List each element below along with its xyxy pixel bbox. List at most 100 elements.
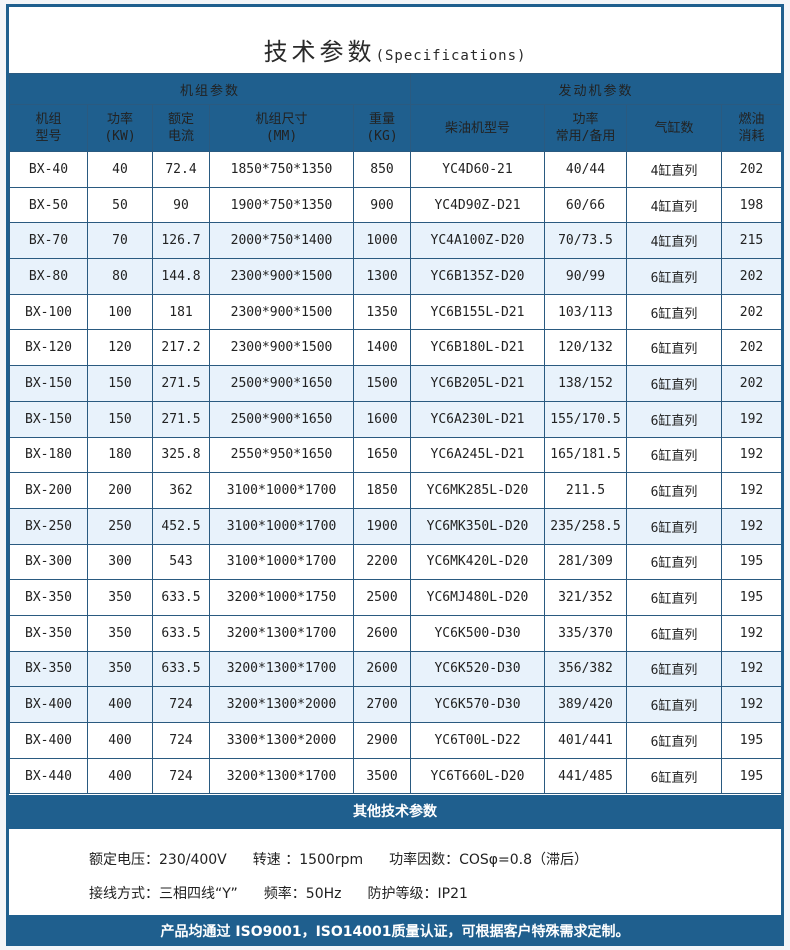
column-header-text: (KW) [104,129,136,144]
table-row: BX-150 150 271.5 2500*900*1650 1500 YC6B205L-… [9,365,781,402]
table-cell: 3200*1000*1750 [209,579,354,616]
table-cell: 6缸直列 [626,436,722,474]
table-cell: 1900*750*1350 [209,186,354,224]
column-header-text: 消耗 [738,129,765,144]
table-cell: 452.5 [152,507,210,545]
table-cell: 2300*900*1500 [209,329,354,367]
table-cell: 215 [720,222,781,260]
table-cell: BX-200 [9,472,88,509]
table-cell: 6缸直列 [626,650,722,688]
table-cell: 50 [87,186,153,224]
table-cell: 2600 [353,614,411,652]
table-cell: 70 [87,222,153,260]
column-header-text: 机组 [35,112,62,127]
table-cell: 3200*1300*1700 [209,614,354,652]
table-cell: 150 [87,400,153,438]
column-header: 气缸数 [626,104,722,152]
column-header-text: (MM) [265,129,298,144]
table-row: BX-200 200 362 3100*1000*1700 1850 YC6MK285L-… [9,472,781,509]
table-cell: YC6A230L-D21 [410,400,545,438]
table-cell: 195 [720,757,781,795]
table-cell: 40 [87,151,153,188]
table-cell: 6缸直列 [626,472,722,509]
table-cell: 2000*750*1400 [209,222,354,260]
table-cell: 202 [720,329,781,367]
column-header-text: 燃油 [738,112,765,127]
table-cell: 2500 [353,579,411,616]
other-params-line-2: 接线方式：三相四线“Y” 频率：50Hz 防护等级：IP21 [89,883,468,903]
table-cell: 6缸直列 [626,329,722,367]
table-cell: 3300*1300*2000 [209,722,354,759]
table-cell: YC4D90Z-D21 [410,186,545,224]
table-cell: 543 [152,543,210,581]
table-cell: BX-120 [9,329,88,367]
column-header-text: 功率 [106,112,133,127]
column-header: 功率 (KW) [87,104,153,152]
table-row: BX-250 250 452.5 3100*1000*1700 1900 YC6MK350… [9,507,781,545]
table-cell: 900 [353,186,411,224]
table-cell: 2500*900*1650 [209,400,354,438]
table-cell: 2300*900*1500 [209,258,354,295]
table-cell: YC6B180L-D21 [410,329,545,367]
other-params-title: 其他技术参数 [9,795,781,829]
column-header-text: 型号 [35,129,62,144]
table-cell: 3100*1000*1700 [209,543,354,581]
column-header-text: 机组尺寸 [255,112,308,127]
table-cell: YC4D60-21 [410,151,545,188]
table-cell: BX-350 [9,650,88,688]
table-cell: 6缸直列 [626,293,722,331]
spec-sheet: 技术参数(Specifications) 机组参数 发动机参数 机组 型号 功率 (K… [9,7,781,943]
table-cell: 401/441 [544,722,627,759]
table-cell: YC6T660L-D20 [410,757,545,795]
table-cell: 3200*1300*1700 [209,757,354,795]
table-row: BX-440 400 724 3200*1300*1700 3500 YC6T660L-D… [9,757,781,795]
table-cell: 1000 [353,222,411,260]
table-row: BX-70 70 126.7 2000*750*1400 1000 YC4A100Z-D2… [9,222,781,260]
table-cell: 1650 [353,436,411,474]
table-cell: 181 [152,293,210,331]
protection-grade: 防护等级：IP21 [367,886,468,902]
title-zh: 技术参数 [263,38,376,66]
table-cell: 155/170.5 [544,400,627,438]
table-cell: BX-350 [9,614,88,652]
table-cell: 192 [720,400,781,438]
table-cell: BX-100 [9,293,88,331]
column-header: 柴油机型号 [410,104,545,152]
table-cell: YC6MK285L-D20 [410,472,545,509]
table-cell: 2550*950*1650 [209,436,354,474]
table-cell: 2700 [353,686,411,723]
table-cell: YC6B155L-D21 [410,293,545,331]
table-cell: 180 [87,436,153,474]
table-cell: 1850 [353,472,411,509]
table-row: BX-100 100 181 2300*900*1500 1350 YC6B155L-D2… [9,293,781,331]
column-header: 机组 型号 [9,104,88,152]
column-header-text: 常用/备用 [555,129,616,144]
column-header-text: 重量 [368,112,395,127]
column-header-text: 柴油机型号 [444,120,510,136]
power-factor: 功率因数：COSφ=0.8（滞后） [389,852,589,868]
title-en: (Specifications) [375,48,527,64]
table-cell: 2900 [353,722,411,759]
table-cell: 3100*1000*1700 [209,472,354,509]
table-cell: BX-50 [9,186,88,224]
table-cell: 6缸直列 [626,579,722,616]
table-cell: 192 [720,614,781,652]
rated-voltage: 额定电压：230/400V [89,852,227,868]
table-cell: 3100*1000*1700 [209,507,354,545]
table-row: BX-180 180 325.8 2550*950*1650 1650 YC6A245L-… [9,436,781,474]
table-cell: BX-180 [9,436,88,474]
table-cell: 441/485 [544,757,627,795]
table-cell: 144.8 [152,258,210,295]
table-cell: 202 [720,258,781,295]
table-cell: 281/309 [544,543,627,581]
table-cell: BX-350 [9,579,88,616]
table-cell: YC6MJ480L-D20 [410,579,545,616]
table-cell: 195 [720,722,781,759]
table-cell: BX-40 [9,151,88,188]
table-cell: 350 [87,614,153,652]
table-cell: YC6K570-D30 [410,686,545,723]
table-row: BX-350 350 633.5 3200*1300*1700 2600 YC6K500-… [9,614,781,652]
table-cell: 633.5 [152,614,210,652]
spec-sheet-frame: 技术参数(Specifications) 机组参数 发动机参数 机组 型号 功率 (K… [6,4,784,946]
table-cell: 195 [720,543,781,581]
